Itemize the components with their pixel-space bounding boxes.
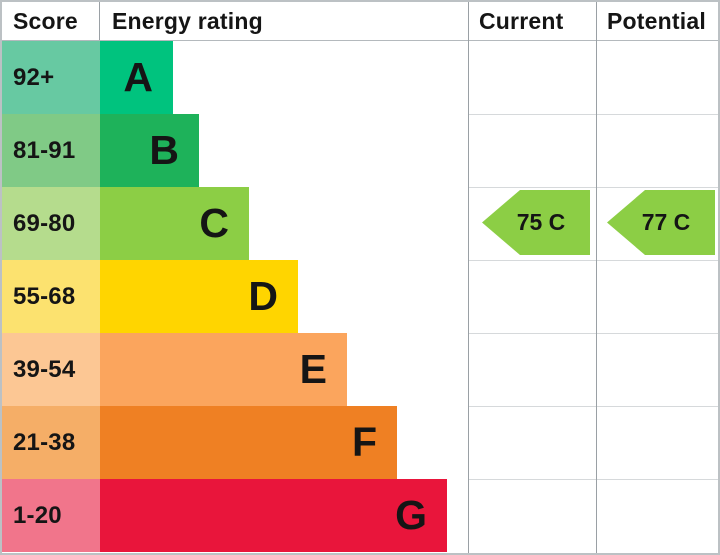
divider-current-potential [596, 2, 597, 553]
current-rating-label: 75 C [516, 209, 566, 235]
band-bar-b: B [100, 114, 199, 187]
band-bar-g: G [100, 479, 447, 552]
band-bar-e: E [100, 333, 347, 406]
score-range-a: 92+ [2, 41, 100, 114]
potential-rating-label: 77 C [641, 209, 691, 235]
score-range-b: 81-91 [2, 114, 100, 187]
header-potential: Potential [607, 7, 706, 34]
header-current: Current [479, 7, 564, 34]
score-range-c: 69-80 [2, 187, 100, 260]
band-bar-f: F [100, 406, 397, 479]
band-row-a: 92+ A [2, 41, 718, 114]
band-row-f: 21-38 F [2, 406, 718, 479]
rating-bands: 92+ A 81-91 B 69-80 C 55-68 D 39-54 E 21… [2, 41, 718, 552]
score-range-e: 39-54 [2, 333, 100, 406]
band-row-c: 69-80 C [2, 187, 718, 260]
band-bar-d: D [100, 260, 298, 333]
score-range-f: 21-38 [2, 406, 100, 479]
band-row-g: 1-20 G [2, 479, 718, 552]
band-row-e: 39-54 E [2, 333, 718, 406]
header-energy-rating: Energy rating [112, 7, 263, 34]
band-row-b: 81-91 B [2, 114, 718, 187]
score-range-g: 1-20 [2, 479, 100, 552]
score-range-d: 55-68 [2, 260, 100, 333]
header-score: Score [2, 2, 100, 40]
divider-energy-current [468, 2, 469, 553]
band-bar-a: A [100, 41, 173, 114]
band-bar-c: C [100, 187, 249, 260]
chart-header: Score Energy rating Current Potential [2, 2, 718, 41]
potential-rating-arrow: 77 C [607, 190, 715, 255]
band-row-d: 55-68 D [2, 260, 718, 333]
